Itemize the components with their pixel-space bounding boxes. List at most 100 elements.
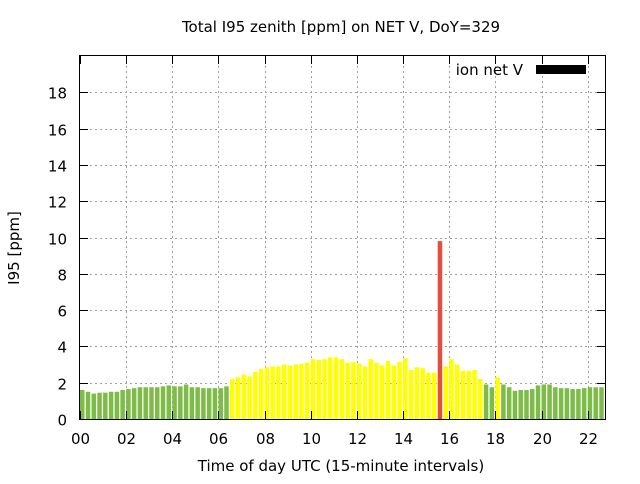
bar: [397, 361, 402, 419]
bar: [166, 385, 172, 419]
bar: [235, 377, 241, 419]
bar: [305, 362, 310, 419]
chart-title: Total I95 zenith [ppm] on NET V, DoY=329: [181, 18, 500, 36]
x-tick-label: 14: [394, 430, 413, 448]
bar: [143, 387, 148, 419]
plot-frame: [79, 55, 606, 420]
bar: [333, 357, 339, 419]
bar: [103, 392, 108, 419]
bar: [224, 386, 229, 419]
bar: [414, 367, 420, 419]
y-tick-label: 18: [48, 85, 67, 103]
bar: [276, 366, 281, 419]
bar: [541, 384, 547, 419]
bar: [403, 358, 408, 419]
x-tick-label: 04: [163, 430, 182, 448]
bar: [241, 374, 247, 419]
y-axis-label: I95 [ppm]: [5, 211, 23, 285]
x-tick-label: 22: [579, 430, 598, 448]
bar: [339, 359, 345, 419]
bar: [316, 360, 322, 419]
bar: [570, 389, 575, 419]
bar: [218, 388, 223, 419]
bar: [258, 369, 264, 419]
bar: [391, 365, 397, 419]
bar: [466, 370, 472, 419]
y-tick-label: 4: [57, 339, 67, 357]
bar: [201, 388, 206, 419]
legend-swatch: [536, 65, 586, 74]
bar: [195, 387, 200, 419]
y-tick-label: 6: [57, 303, 67, 321]
bar: [253, 371, 258, 419]
bar: [270, 366, 275, 419]
bar: [599, 387, 604, 419]
bar: [553, 387, 558, 419]
bar: [495, 377, 500, 419]
bar: [178, 386, 183, 419]
x-tick-label: 18: [486, 430, 505, 448]
bar: [310, 359, 316, 419]
bar: [478, 379, 483, 419]
bar: [455, 364, 460, 419]
y-tick-label: 16: [48, 122, 67, 140]
y-tick-label: 12: [48, 194, 67, 212]
bar: [183, 384, 189, 419]
bar: [374, 362, 379, 419]
x-axis-label: Time of day UTC (15-minute intervals): [197, 457, 484, 475]
y-tick-label: 14: [48, 158, 67, 176]
bar: [535, 385, 541, 419]
bar: [385, 360, 391, 419]
bar: [564, 388, 570, 419]
bar: [247, 376, 252, 419]
y-tick-label: 2: [57, 376, 67, 394]
bar: [351, 361, 356, 419]
bars-group: [80, 241, 604, 419]
bar: [120, 389, 125, 419]
bar: [530, 389, 535, 419]
bar: [558, 388, 564, 419]
bar: [172, 386, 177, 419]
bar: [160, 386, 166, 419]
x-tick-label: 08: [256, 430, 275, 448]
x-tick-label: 02: [117, 430, 136, 448]
bar: [131, 388, 137, 419]
bar: [362, 366, 368, 419]
bar: [431, 372, 437, 419]
bar: [506, 387, 512, 419]
x-tick-label: 20: [533, 430, 552, 448]
legend: ion net V: [456, 61, 586, 79]
bar: [108, 391, 114, 419]
x-tick-label: 00: [71, 430, 90, 448]
bar: [91, 393, 97, 419]
bar: [581, 388, 587, 419]
bar: [547, 384, 552, 419]
bar: [126, 389, 131, 419]
bar: [368, 359, 373, 419]
bar: [518, 389, 523, 419]
bar: [483, 384, 489, 419]
bar: [80, 389, 85, 419]
bar: [345, 362, 350, 419]
bar: [426, 372, 431, 419]
bar: [501, 384, 506, 419]
bar: [85, 391, 91, 419]
grid-lines: [80, 56, 605, 419]
bar: [264, 367, 270, 419]
bar: [512, 390, 518, 419]
bar: [408, 369, 414, 419]
bar: [230, 379, 235, 419]
x-tick-label: 12: [348, 430, 367, 448]
bar: [437, 241, 443, 419]
x-tick-label: 16: [440, 430, 459, 448]
legend-label: ion net V: [456, 61, 524, 79]
bar: [460, 370, 466, 419]
bar: [356, 363, 362, 419]
bar: [587, 387, 593, 419]
y-tick-label: 0: [57, 412, 67, 430]
bar: [293, 364, 298, 419]
bar: [524, 389, 529, 419]
bar: [189, 387, 195, 419]
bar: [299, 363, 304, 419]
